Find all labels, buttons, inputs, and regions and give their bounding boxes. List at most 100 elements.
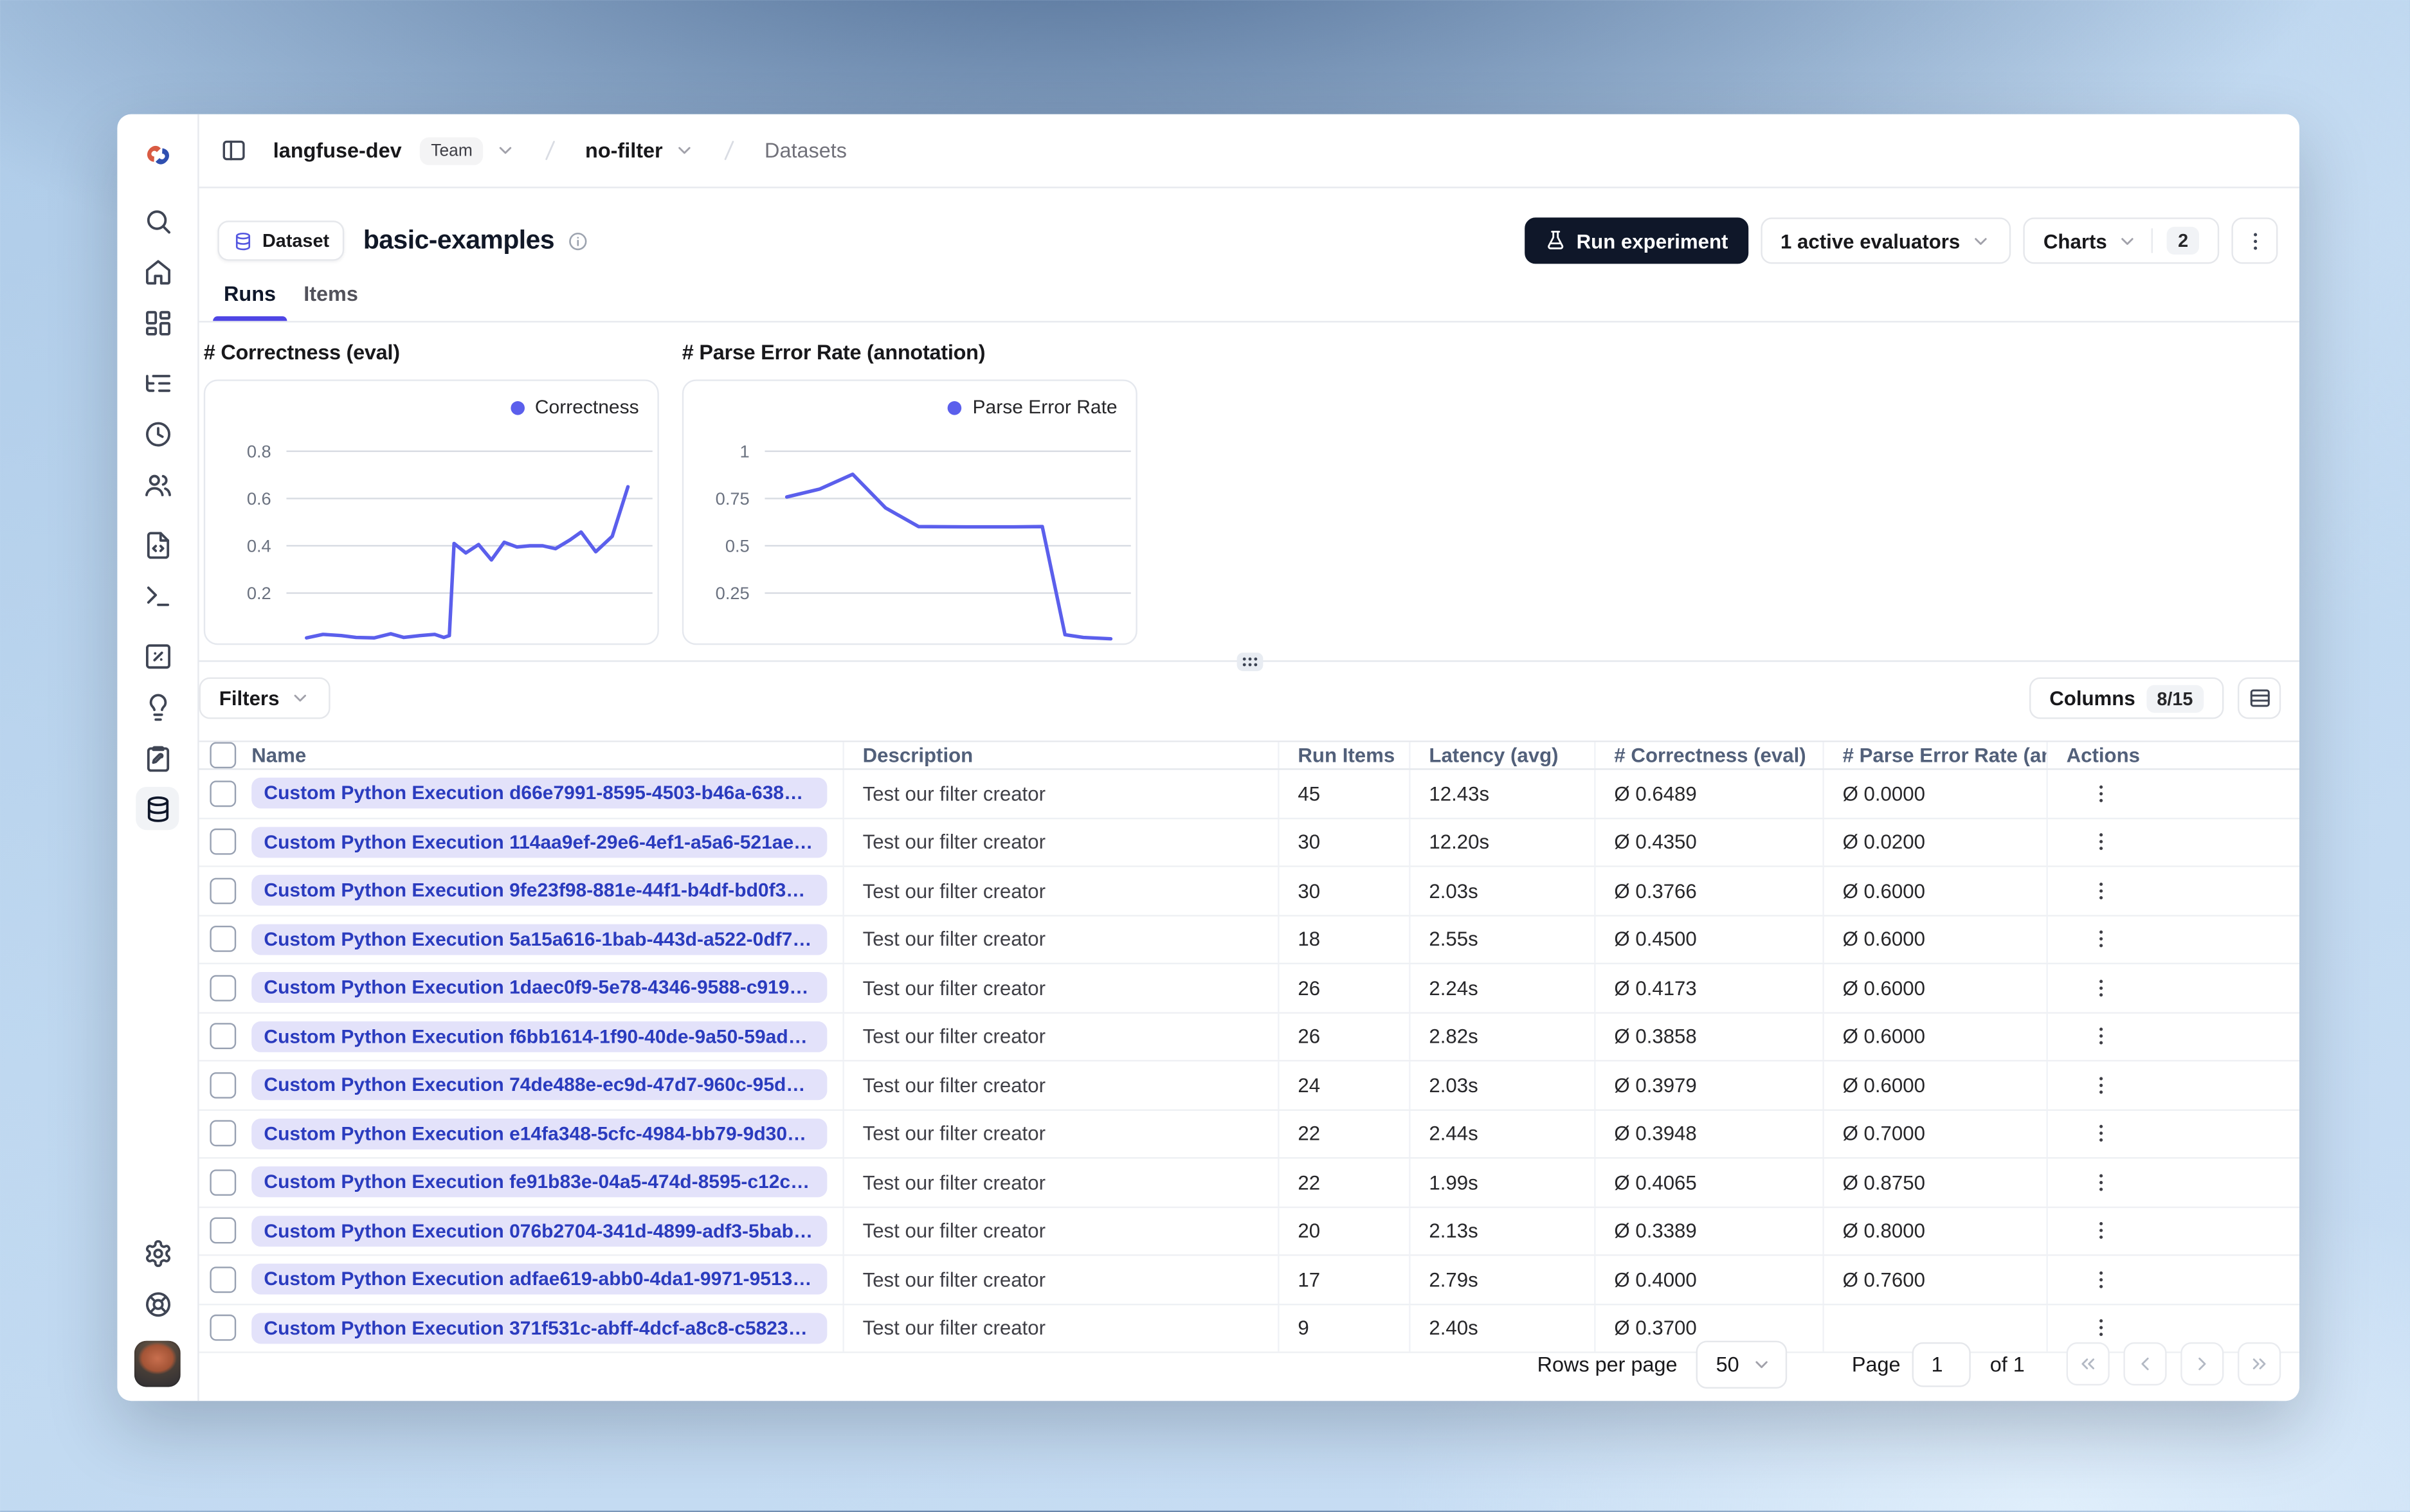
tab-items[interactable]: Items	[293, 282, 368, 321]
row-actions-button[interactable]	[2088, 1267, 2112, 1292]
user-avatar[interactable]	[134, 1340, 181, 1387]
sidebar-item-sessions[interactable]	[136, 412, 179, 455]
row-actions-button[interactable]	[2088, 1121, 2112, 1146]
row-checkbox[interactable]	[210, 1169, 237, 1196]
run-name-pill[interactable]: Custom Python Execution 371f531c-abff-4d…	[251, 1312, 828, 1344]
row-checkbox[interactable]	[210, 1120, 237, 1147]
run-items-count: 26	[1280, 964, 1411, 1012]
first-page-button[interactable]	[2066, 1342, 2110, 1386]
row-actions-button[interactable]	[2088, 927, 2112, 951]
sidebar-item-home[interactable]	[136, 250, 179, 293]
list-tree-icon	[145, 374, 170, 392]
chevron-down-icon[interactable]	[496, 140, 516, 160]
resize-grip-handle[interactable]	[1236, 652, 1263, 671]
run-description: Test our filter creator	[844, 1110, 1280, 1158]
row-actions-button[interactable]	[2088, 830, 2112, 854]
run-name-pill[interactable]: Custom Python Execution adfae619-abb0-4d…	[251, 1264, 828, 1295]
sidebar-item-tracing[interactable]	[136, 361, 179, 404]
row-checkbox[interactable]	[210, 975, 237, 1002]
table-toolbar: Filters Columns 8/15	[199, 662, 2299, 719]
row-checkbox[interactable]	[210, 1072, 237, 1099]
chevron-right-icon	[2198, 1357, 2206, 1371]
run-correctness: Ø 0.3700	[1596, 1304, 1824, 1352]
sidebar-item-dashboards[interactable]	[136, 301, 179, 344]
kebab-menu-icon	[2243, 229, 2266, 252]
columns-button[interactable]: Columns 8/15	[2029, 677, 2224, 719]
breadcrumb-org[interactable]: langfuse-dev	[273, 139, 402, 163]
run-name-pill[interactable]: Custom Python Execution 5a15a616-1bab-44…	[251, 924, 828, 955]
run-name-pill[interactable]: Custom Python Execution f6bb1614-1f90-40…	[251, 1021, 828, 1052]
row-checkbox[interactable]	[210, 878, 237, 904]
column-header-description[interactable]: Description	[844, 742, 1280, 769]
row-checkbox[interactable]	[210, 1218, 237, 1245]
run-name-pill[interactable]: Custom Python Execution 9fe23f98-881e-44…	[251, 875, 828, 906]
run-name-pill[interactable]: Custom Python Execution 076b2704-341d-48…	[251, 1215, 828, 1246]
run-name-pill[interactable]: Custom Python Execution 74de488e-ec9d-47…	[251, 1069, 828, 1101]
sidebar-item-users[interactable]	[136, 463, 179, 506]
run-name-pill[interactable]: Custom Python Execution 114aa9ef-29e6-4e…	[251, 826, 828, 858]
run-name-pill[interactable]: Custom Python Execution fe91b83e-04a5-47…	[251, 1167, 828, 1198]
run-name-pill[interactable]: Custom Python Execution e14fa348-5cfc-49…	[251, 1118, 828, 1149]
row-actions-button[interactable]	[2088, 975, 2112, 1000]
sidebar-nav	[117, 192, 197, 1326]
tab-runs[interactable]: Runs	[213, 282, 287, 321]
row-checkbox[interactable]	[210, 926, 237, 953]
active-evaluators-dropdown[interactable]: 1 active evaluators	[1760, 217, 2011, 264]
next-page-button[interactable]	[2180, 1342, 2224, 1386]
charts-dropdown[interactable]: Charts 2	[2023, 217, 2220, 264]
run-description: Test our filter creator	[844, 770, 1280, 817]
sidebar-item-prompts[interactable]	[136, 523, 179, 566]
filters-button[interactable]: Filters	[199, 677, 331, 719]
row-actions-button[interactable]	[2088, 1073, 2112, 1097]
overflow-menu-button[interactable]	[2231, 217, 2278, 264]
sidebar-toggle-button[interactable]	[212, 129, 255, 172]
row-actions-button[interactable]	[2088, 878, 2112, 903]
column-header-parse-error-rate[interactable]: # Parse Error Rate (an...	[1824, 742, 2048, 769]
info-icon[interactable]	[568, 231, 588, 251]
kebab-menu-icon	[2098, 1125, 2102, 1142]
sidebar-item-playground[interactable]	[136, 574, 179, 617]
last-page-button[interactable]	[2238, 1342, 2281, 1386]
panel-left-icon	[220, 138, 246, 164]
sidebar-item-evaluators[interactable]	[136, 685, 179, 728]
row-actions-button[interactable]	[2088, 781, 2112, 806]
column-header-latency[interactable]: Latency (avg)	[1411, 742, 1596, 769]
sidebar-item-datasets[interactable]	[136, 787, 179, 831]
column-header-name[interactable]: Name	[239, 742, 844, 769]
row-actions-button[interactable]	[2088, 1024, 2112, 1048]
run-correctness: Ø 0.3766	[1596, 867, 1824, 914]
sidebar-item-scores[interactable]	[136, 634, 179, 677]
breadcrumb-project[interactable]: no-filter	[585, 139, 663, 163]
row-checkbox[interactable]	[210, 1315, 237, 1342]
row-actions-button[interactable]	[2088, 1218, 2112, 1243]
run-name-pill[interactable]: Custom Python Execution d66e7991-8595-45…	[251, 778, 828, 809]
row-checkbox[interactable]	[210, 1266, 237, 1293]
sidebar-item-settings[interactable]	[136, 1231, 179, 1274]
run-description: Test our filter creator	[844, 1207, 1280, 1255]
breadcrumb-section[interactable]: Datasets	[765, 139, 847, 163]
run-latency: 2.55s	[1411, 915, 1596, 963]
sidebar-item-annotation-queues[interactable]	[136, 736, 179, 779]
chevron-down-icon[interactable]	[675, 140, 695, 160]
run-latency: 2.44s	[1411, 1110, 1596, 1158]
row-checkbox[interactable]	[210, 1023, 237, 1050]
previous-page-button[interactable]	[2123, 1342, 2167, 1386]
run-name-pill[interactable]: Custom Python Execution 1daec0f9-5e78-43…	[251, 972, 828, 1004]
row-checkbox[interactable]	[210, 780, 237, 807]
run-experiment-button[interactable]: Run experiment	[1524, 217, 1748, 264]
row-checkbox[interactable]	[210, 829, 237, 856]
row-actions-button[interactable]	[2088, 1170, 2112, 1194]
sidebar-item-support[interactable]	[136, 1282, 179, 1325]
kebab-menu-icon	[2098, 1173, 2102, 1191]
breadcrumb-slash-icon	[717, 138, 743, 164]
rows-per-page-select[interactable]: 50	[1696, 1340, 1788, 1388]
sidebar-item-search[interactable]	[136, 199, 179, 242]
column-header-run-items[interactable]: Run Items	[1280, 742, 1411, 769]
svg-text:0.5: 0.5	[725, 536, 750, 555]
column-header-correctness[interactable]: # Correctness (eval)	[1596, 742, 1824, 769]
row-height-button[interactable]	[2238, 677, 2281, 719]
page-number-input[interactable]	[1912, 1341, 1971, 1387]
select-all-checkbox[interactable]	[210, 742, 237, 769]
row-actions-button[interactable]	[2088, 1316, 2112, 1340]
home-icon	[145, 259, 170, 284]
